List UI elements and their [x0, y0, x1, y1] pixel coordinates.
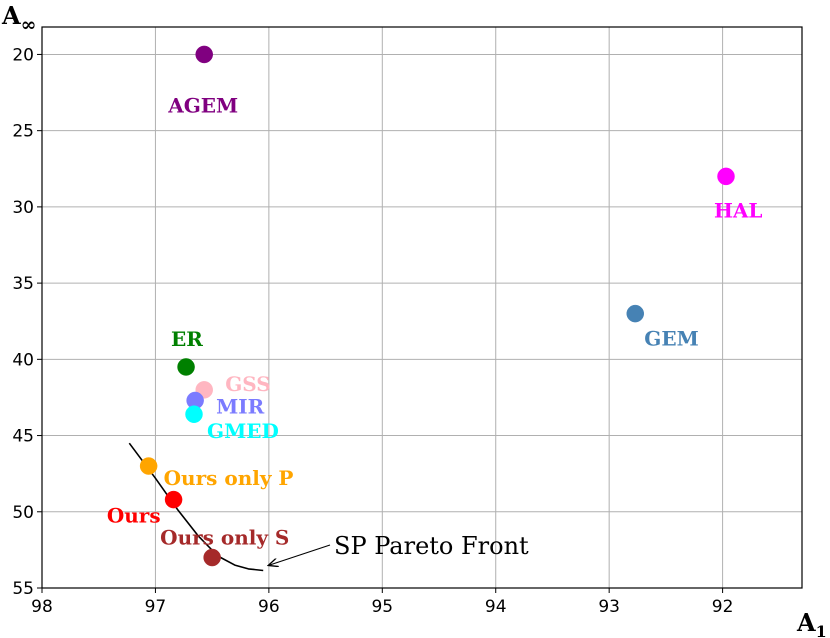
- data-point: [195, 45, 213, 64]
- data-points: [139, 45, 735, 567]
- y-tick-label: 35: [12, 274, 34, 294]
- point-label: ER: [171, 327, 203, 351]
- grid-lines: [41, 27, 802, 589]
- y-axis-label: A∞: [1, 1, 36, 36]
- point-label: GMED: [207, 419, 279, 443]
- point-label: MIR: [216, 394, 264, 418]
- y-tick-label: 55: [12, 579, 34, 599]
- point-label: GEM: [644, 327, 698, 351]
- x-axis-label: A1: [796, 608, 827, 638]
- pareto-curve-layer: [128, 442, 331, 572]
- plot-frame: [41, 26, 803, 589]
- data-point: [203, 548, 221, 567]
- data-point: [164, 490, 183, 509]
- point-label: Ours only P: [164, 466, 294, 490]
- pareto-front-annotation: SP Pareto Front: [334, 532, 529, 560]
- y-tick-label: 45: [12, 427, 34, 447]
- point-label: Ours only S: [160, 526, 289, 550]
- x-tick-label: 95: [371, 597, 393, 617]
- y-tick-label: 30: [12, 198, 34, 218]
- x-tick-label: 94: [485, 597, 507, 617]
- data-point: [626, 304, 645, 323]
- x-tick-label: 96: [258, 597, 280, 617]
- x-tick-label: 98: [31, 597, 53, 617]
- x-tick-label: 93: [598, 597, 620, 617]
- annotation-arrow: [268, 544, 331, 565]
- data-point: [139, 457, 158, 475]
- point-label: GSS: [225, 372, 271, 396]
- pareto-front-curve: [128, 442, 264, 572]
- x-tick-label: 92: [712, 597, 734, 617]
- data-point: [177, 358, 195, 376]
- y-tick-label: 40: [12, 350, 34, 370]
- point-label: HAL: [714, 198, 762, 222]
- data-point: [717, 167, 735, 186]
- y-tick-label: 20: [12, 45, 34, 65]
- x-tick-label: 97: [145, 597, 167, 617]
- y-tick-label: 25: [12, 122, 34, 142]
- point-label: AGEM: [167, 93, 238, 117]
- data-point: [185, 405, 203, 423]
- point-label: Ours: [107, 504, 161, 528]
- axis-ticks: 98 97 96 95 94 93 92 20 25 30 35 40 45 50 55: [12, 45, 733, 617]
- y-tick-label: 50: [12, 503, 34, 523]
